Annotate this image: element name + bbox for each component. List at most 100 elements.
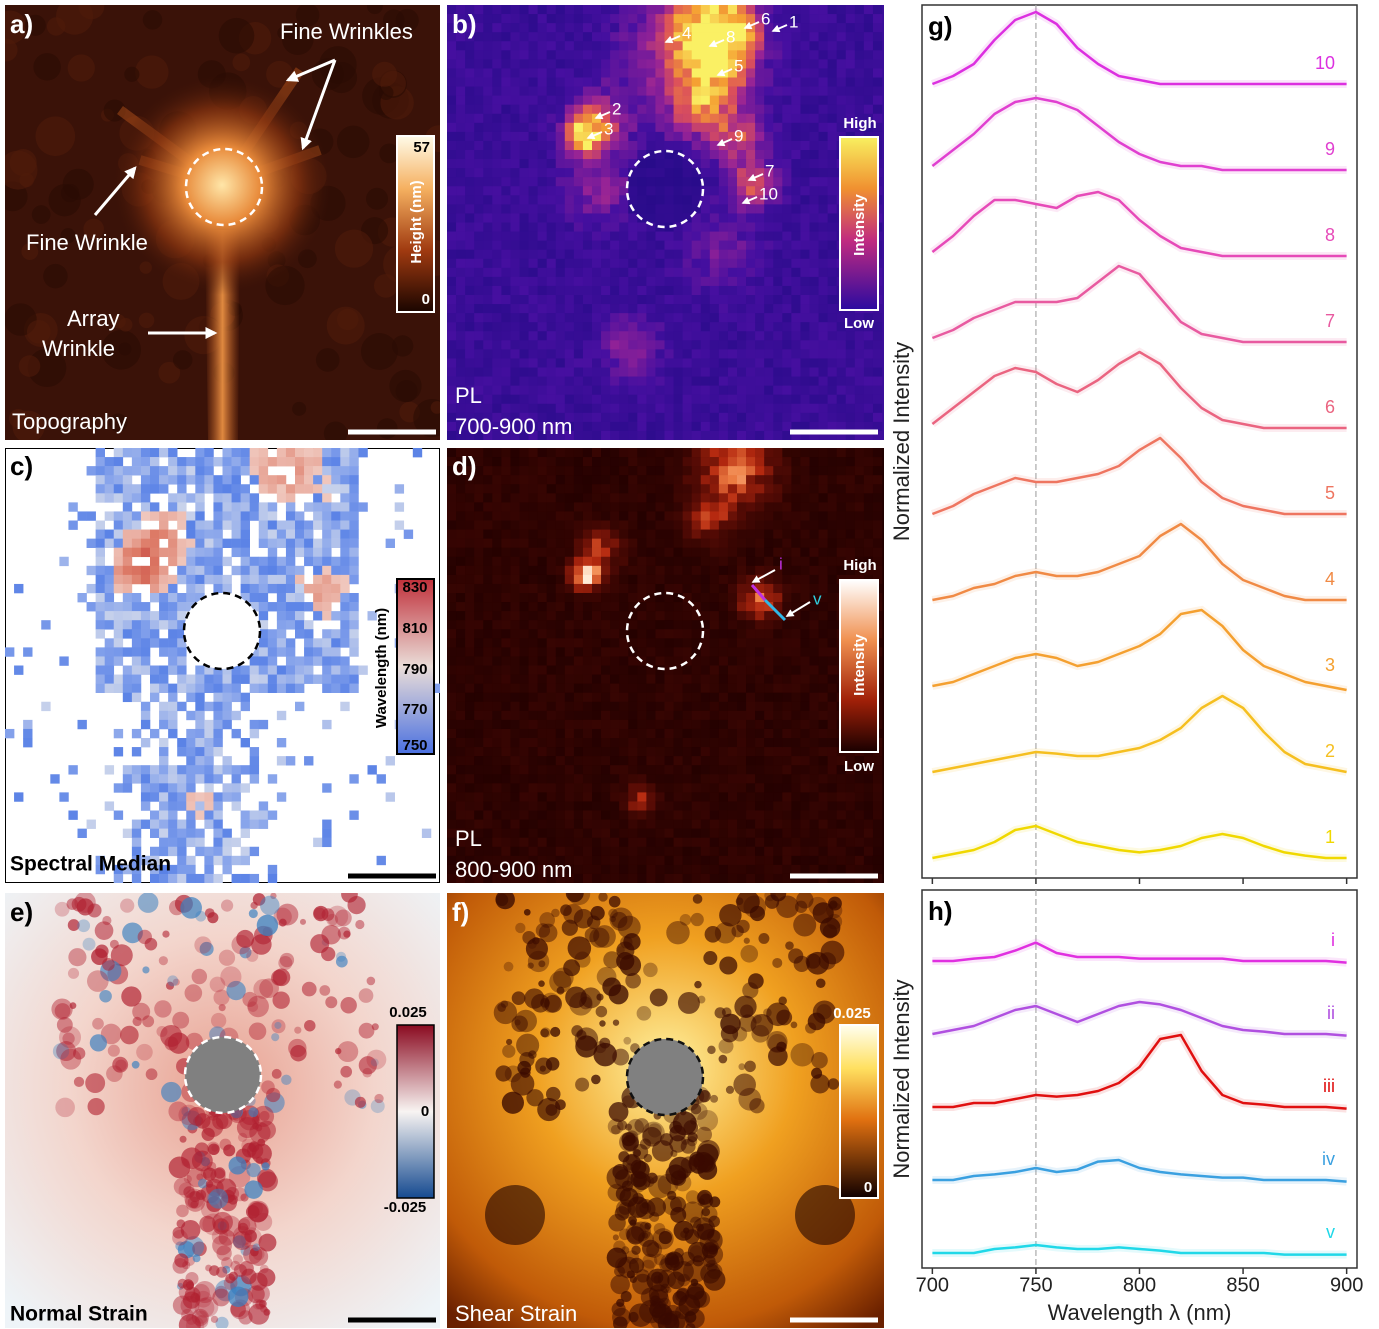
pixel — [483, 386, 492, 395]
pixel — [701, 313, 710, 322]
pixel — [719, 774, 728, 783]
pixel — [213, 774, 222, 783]
pixel — [619, 611, 628, 620]
pixel — [683, 195, 692, 204]
pixel — [610, 656, 619, 665]
pixel — [810, 50, 819, 59]
pixel — [313, 602, 322, 611]
pixel — [456, 539, 465, 548]
pixel — [764, 331, 773, 340]
pixel — [692, 259, 701, 268]
pixel — [810, 377, 819, 386]
pixel — [574, 566, 583, 575]
pixel — [728, 511, 737, 520]
pixel — [456, 511, 465, 520]
pixel — [114, 656, 123, 665]
pixel — [483, 720, 492, 729]
pixel — [583, 647, 592, 656]
pixel — [474, 684, 483, 693]
pixel — [456, 213, 465, 222]
pixel — [322, 548, 331, 557]
pixel — [547, 774, 556, 783]
pixel — [846, 96, 855, 105]
pixel — [447, 331, 456, 340]
pixel — [447, 68, 456, 77]
pixel — [340, 675, 349, 684]
pixel — [474, 295, 483, 304]
pixel — [719, 720, 728, 729]
pixel — [692, 123, 701, 132]
pixel — [556, 720, 565, 729]
pixel — [141, 475, 150, 484]
pixel — [828, 204, 837, 213]
pixel — [538, 738, 547, 747]
pixel — [223, 448, 232, 457]
pixel — [719, 386, 728, 395]
pixel — [574, 466, 583, 475]
pixel — [719, 747, 728, 756]
pixel — [141, 566, 150, 575]
pixel — [610, 404, 619, 413]
pixel — [132, 638, 141, 647]
pixel — [683, 114, 692, 123]
speckle — [119, 318, 133, 332]
pixel — [737, 250, 746, 259]
pixel — [665, 96, 674, 105]
pixel — [610, 829, 619, 838]
pixel — [483, 250, 492, 259]
pixel — [565, 811, 574, 820]
pixel — [168, 684, 177, 693]
pixel — [755, 286, 764, 295]
pixel — [132, 729, 141, 738]
point-label: 2 — [612, 99, 621, 118]
pixel — [610, 14, 619, 23]
pixel — [529, 575, 538, 584]
pixel — [610, 159, 619, 168]
pixel — [574, 838, 583, 847]
pixel — [665, 756, 674, 765]
pixel — [132, 684, 141, 693]
pixel — [864, 87, 873, 96]
pixel — [692, 484, 701, 493]
pixel — [547, 693, 556, 702]
pixel — [646, 530, 655, 539]
pixel — [520, 566, 529, 575]
pixel — [456, 493, 465, 502]
pixel — [547, 521, 556, 530]
pixel — [520, 675, 529, 684]
pixel — [692, 792, 701, 801]
pixel — [683, 386, 692, 395]
pixel — [501, 575, 510, 584]
pixel — [105, 602, 114, 611]
pixel — [601, 368, 610, 377]
pixel — [601, 874, 610, 883]
pixel — [492, 756, 501, 765]
pixel — [683, 123, 692, 132]
pixel — [764, 87, 773, 96]
pixel — [483, 340, 492, 349]
pixel — [692, 720, 701, 729]
pixel — [674, 475, 683, 484]
pixel — [782, 268, 791, 277]
pixel — [692, 114, 701, 123]
pixel — [123, 693, 132, 702]
pixel — [501, 241, 510, 250]
pixel — [259, 539, 268, 548]
pixel — [728, 593, 737, 602]
pixel — [710, 666, 719, 675]
pixel — [628, 150, 637, 159]
pixel — [719, 838, 728, 847]
pixel — [773, 349, 782, 358]
pixel — [719, 313, 728, 322]
pixel — [719, 358, 728, 367]
pixel — [510, 801, 519, 810]
pixel — [556, 729, 565, 738]
pixel — [520, 96, 529, 105]
pixel — [637, 511, 646, 520]
pixel — [665, 195, 674, 204]
pixel — [674, 566, 683, 575]
pixel — [538, 395, 547, 404]
pixel — [195, 738, 204, 747]
pixel — [204, 811, 213, 820]
pixel — [610, 783, 619, 792]
